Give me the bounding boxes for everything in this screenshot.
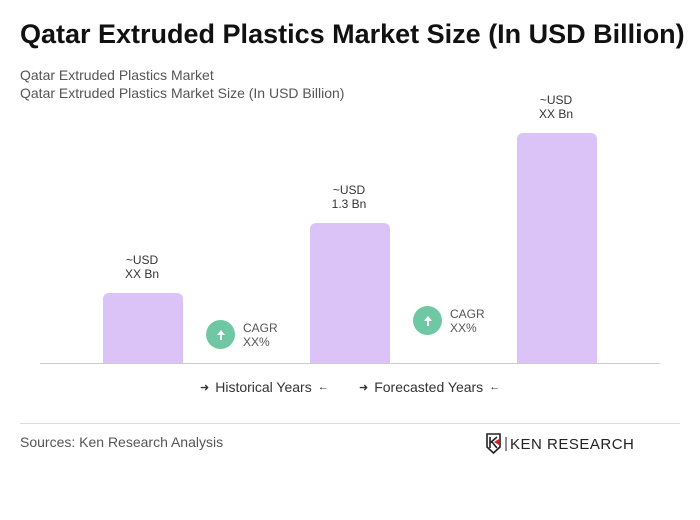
subtitle: Qatar Extruded Plastics Market [20,67,214,83]
ken-research-logo: KEN RESEARCH [486,433,656,460]
subtitle-2: Qatar Extruded Plastics Market Size (In … [20,85,345,101]
legend-forecasted: ➜ Forecasted Years ← [359,379,500,395]
legend-historical: ➜ Historical Years ← [200,379,329,395]
bar-2 [310,223,390,363]
bar-3 [517,133,597,363]
sources: Sources: Ken Research Analysis [20,434,224,450]
arrow-left-icon: ← [489,381,501,393]
arrow-up-icon [206,320,235,349]
bar-label-1: ~USD XX Bn [124,253,160,281]
bar-1 [103,293,183,363]
legend-label: Forecasted Years [374,379,484,395]
chart-title: Qatar Extruded Plastics Market Size (In … [20,19,685,49]
arrow-right-icon: ➜ [359,381,369,394]
arrow-right-icon: ➜ [200,381,210,394]
cagr-badge-2: CAGR XX% [413,306,485,335]
arrow-up-icon [413,306,442,335]
arrow-left-icon: ← [317,381,329,393]
bar-label-2: ~USD 1.3 Bn [331,183,367,211]
x-axis [40,363,660,364]
cagr-badge-1: CAGR XX% [206,320,278,349]
bar-label-3: ~USD XX Bn [538,93,574,121]
legend-label: Historical Years [215,379,312,395]
divider [20,423,680,424]
svg-text:KEN RESEARCH: KEN RESEARCH [510,436,634,453]
